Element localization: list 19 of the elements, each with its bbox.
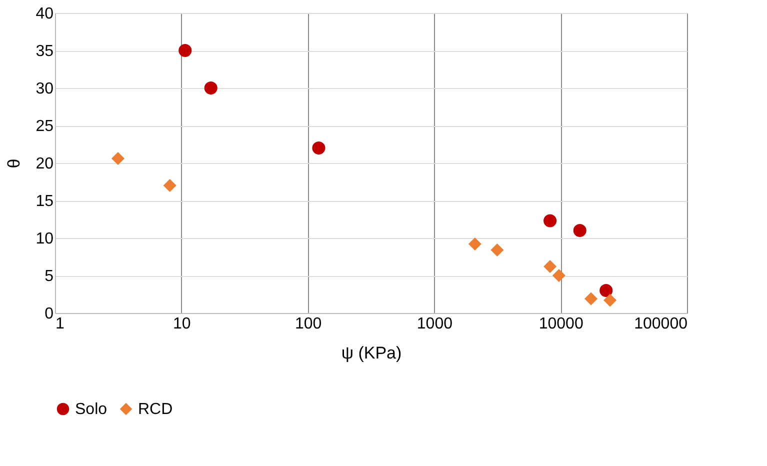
y-tick-label: 0 — [44, 306, 54, 322]
x-axis-title: ψ (KPa) — [341, 344, 402, 362]
y-tick-label: 40 — [36, 6, 54, 22]
x-tick-label: 1000 — [416, 316, 453, 332]
legend-label: Solo — [75, 401, 108, 418]
legend-label: RCD — [138, 401, 173, 418]
y-tick-label: 5 — [44, 268, 54, 285]
x-tick-label: 10 — [173, 316, 191, 332]
y-tick-label: 30 — [36, 80, 54, 98]
y-tick-label: 25 — [36, 118, 54, 135]
x-tick-label: 100 — [294, 316, 322, 332]
y-tick-label: 10 — [36, 230, 54, 248]
x-tick-label: 1 — [56, 316, 64, 332]
x-tick-label: 100000 — [634, 316, 688, 332]
y-axis-title: θ — [4, 158, 24, 168]
y-tick-label: 20 — [36, 156, 54, 172]
y-tick-label: 35 — [36, 43, 54, 60]
x-tick-label: 10000 — [538, 316, 584, 332]
y-tick-label: 15 — [36, 193, 54, 210]
